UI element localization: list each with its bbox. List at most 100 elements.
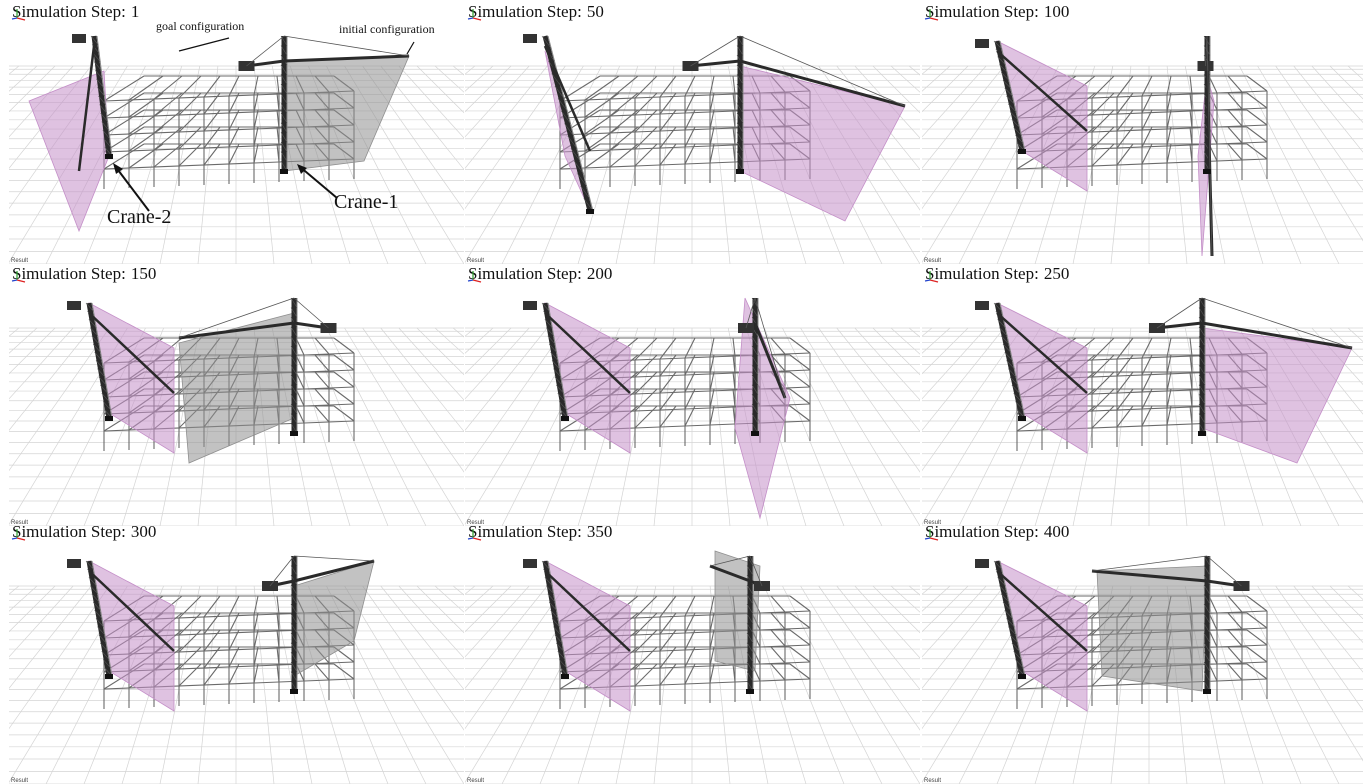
crane-2-counterweight bbox=[67, 301, 81, 310]
crane-1-jib bbox=[709, 564, 751, 583]
crane-1-pendant bbox=[1201, 297, 1353, 349]
crane-1-mast bbox=[736, 35, 744, 172]
crane-1-jib bbox=[753, 322, 787, 399]
step-number: 400 bbox=[1043, 526, 1070, 541]
crane-1-jib bbox=[293, 559, 375, 583]
crane-1-arrowhead bbox=[297, 164, 307, 174]
axis-x-line bbox=[929, 17, 939, 21]
crane-1-pendant-back bbox=[690, 35, 741, 67]
scene-3d-view bbox=[465, 34, 920, 264]
crane-1-counter-jib bbox=[690, 59, 741, 68]
step-number: 50 bbox=[586, 6, 604, 21]
crane-1-pendant bbox=[709, 555, 751, 567]
crane-1 bbox=[709, 555, 770, 694]
goal-configuration-label: goal configuration bbox=[156, 19, 245, 33]
crane-2-base bbox=[1018, 674, 1026, 679]
step-prefix: Simulation Step: bbox=[468, 268, 582, 283]
simulation-panel-50: Simulation Step: 50 Result bbox=[465, 6, 920, 264]
crane-2-label: Crane-2 bbox=[107, 206, 172, 228]
crane-2-mast bbox=[85, 560, 113, 677]
ground-grid bbox=[465, 585, 920, 784]
axis-z-line bbox=[11, 17, 18, 20]
step-number: 150 bbox=[130, 268, 157, 283]
crane-2 bbox=[523, 559, 631, 679]
crane-1 bbox=[682, 35, 906, 174]
scene-3d-view bbox=[922, 35, 1363, 264]
step-prefix: Simulation Step: bbox=[925, 6, 1039, 21]
axis-triad-icon bbox=[11, 529, 26, 541]
crane-2-base bbox=[105, 416, 113, 421]
simulation-panel-350: Simulation Step: 350 Result bbox=[465, 526, 920, 784]
axis-x-line bbox=[16, 279, 26, 283]
crane-1-jib bbox=[1091, 569, 1208, 583]
crane-1-mast bbox=[751, 297, 759, 434]
crane-1 bbox=[1197, 35, 1214, 257]
crane-1-arrow bbox=[298, 165, 338, 199]
step-prefix: Simulation Step: bbox=[12, 6, 126, 21]
crane-2-base bbox=[561, 674, 569, 679]
crane-1-pendant bbox=[739, 35, 906, 107]
axis-z-line bbox=[11, 279, 18, 282]
axis-z-line bbox=[924, 537, 931, 540]
axis-x-line bbox=[472, 279, 482, 283]
crane-2-counterweight bbox=[975, 301, 989, 310]
crane-1-pendant-back bbox=[749, 555, 763, 587]
crane-1-pendant bbox=[178, 297, 295, 339]
step-prefix: Simulation Step: bbox=[925, 526, 1039, 541]
crane-2-base bbox=[1018, 149, 1026, 154]
axis-caption: Result bbox=[467, 258, 485, 264]
axis-triad-icon bbox=[924, 271, 939, 283]
axis-caption: Result bbox=[924, 520, 942, 526]
crane-1-pendant-back bbox=[293, 297, 329, 329]
step-prefix: Simulation Step: bbox=[468, 526, 582, 541]
axis-caption: Result bbox=[11, 778, 29, 784]
crane-2-arrowhead bbox=[113, 163, 123, 174]
axis-x-line bbox=[16, 537, 26, 541]
axis-triad-icon bbox=[11, 9, 26, 21]
crane-1-base bbox=[1203, 689, 1211, 694]
crane-1-mast bbox=[290, 555, 298, 692]
axis-x-line bbox=[929, 537, 939, 541]
step-label: Simulation Step: 1 bbox=[12, 6, 139, 22]
axis-z-line bbox=[467, 17, 474, 20]
crane-2-counterweight bbox=[523, 34, 537, 43]
crane-1 bbox=[1149, 297, 1353, 436]
axis-triad-icon bbox=[467, 529, 482, 541]
axis-caption: Result bbox=[11, 258, 29, 264]
initial-arrow bbox=[406, 41, 415, 55]
crane-1-base bbox=[1203, 169, 1211, 174]
crane-1-base bbox=[736, 169, 744, 174]
crane-1-jib bbox=[178, 321, 295, 340]
crane-1 bbox=[738, 297, 787, 436]
axis-z-line bbox=[467, 537, 474, 540]
crane-1-pendant-back bbox=[269, 555, 295, 587]
step-label: Simulation Step: 150 bbox=[12, 268, 156, 284]
annotation-arrows bbox=[113, 37, 415, 212]
crane-2 bbox=[523, 301, 631, 421]
crane-2-jib bbox=[88, 570, 175, 652]
crane-2-base bbox=[105, 154, 113, 159]
step-prefix: Simulation Step: bbox=[12, 268, 126, 283]
crane-1-base bbox=[280, 169, 288, 174]
crane-2-sweep-area bbox=[28, 70, 110, 233]
crane-2-base bbox=[586, 209, 594, 214]
crane-2-base bbox=[561, 416, 569, 421]
crane-1 bbox=[262, 555, 375, 694]
crane-1-pendant-back bbox=[246, 35, 285, 67]
scene-3d-view bbox=[9, 297, 464, 526]
crane-1-sweep-area bbox=[283, 55, 410, 172]
crane-2-jib bbox=[544, 570, 631, 652]
crane-1-pendant bbox=[754, 297, 786, 399]
axis-x-line bbox=[472, 17, 482, 21]
crane-2-counterweight bbox=[72, 34, 86, 43]
axis-caption: Result bbox=[924, 778, 942, 784]
axis-z-line bbox=[924, 17, 931, 20]
crane-1-base bbox=[290, 689, 298, 694]
crane-2 bbox=[975, 301, 1088, 421]
crane-1-base bbox=[751, 431, 759, 436]
axis-z-line bbox=[924, 279, 931, 282]
crane-2-counterweight bbox=[523, 301, 537, 310]
crane-1-mast bbox=[1198, 297, 1206, 434]
crane-2-jib bbox=[996, 50, 1088, 132]
step-number: 300 bbox=[130, 526, 157, 541]
